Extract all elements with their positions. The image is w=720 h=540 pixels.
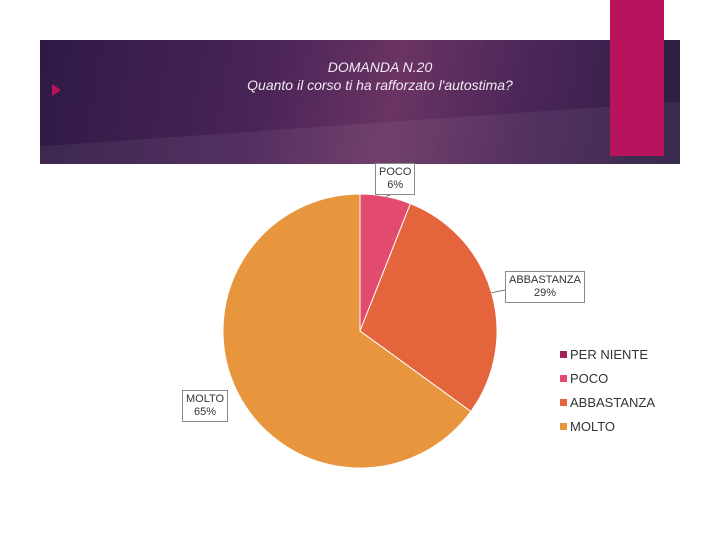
data-label-abbastanza-category: ABBASTANZA — [509, 274, 581, 286]
legend-swatch-molto — [560, 422, 567, 430]
data-label-molto-category: MOLTO — [186, 393, 225, 405]
chart-legend: PER NIENTE POCO ABBASTANZA MOLTO — [560, 342, 655, 438]
data-label-poco: POCO 6% — [375, 163, 416, 195]
title-line-1: DOMANDA N.20 — [327, 59, 433, 75]
legend-label-per-niente: PER NIENTE — [570, 346, 649, 362]
legend-swatch-poco — [560, 374, 567, 382]
pie-slice-molto — [222, 193, 472, 469]
data-label-poco-category: POCO — [379, 166, 412, 178]
legend-swatch-per-niente — [560, 350, 567, 358]
legend-label-abbastanza: ABBASTANZA — [570, 394, 656, 410]
legend-item-molto: MOLTO — [560, 414, 655, 438]
accent-bar — [610, 0, 664, 156]
legend-label-molto: MOLTO — [570, 418, 616, 434]
title-line-2: Quanto il corso ti ha rafforzato l'autos… — [247, 77, 513, 93]
legend-item-poco: POCO — [560, 366, 655, 390]
legend-swatch-abbastanza — [560, 398, 567, 406]
title-banner — [40, 40, 680, 164]
data-label-molto-value: 65% — [194, 406, 217, 418]
data-label-poco-value: 6% — [387, 179, 404, 191]
data-label-molto: MOLTO 65% — [182, 390, 229, 422]
data-label-abbastanza-value: 29% — [533, 287, 556, 299]
arrow-icon — [52, 84, 61, 96]
legend-item-per-niente: PER NIENTE — [560, 342, 655, 366]
leader-line-abbastanza — [491, 289, 506, 294]
data-label-abbastanza: ABBASTANZA 29% — [505, 271, 585, 303]
legend-label-poco: POCO — [570, 370, 609, 386]
legend-item-abbastanza: ABBASTANZA — [560, 390, 655, 414]
chart-title: DOMANDA N.20 Quanto il corso ti ha raffo… — [0, 58, 720, 94]
pie-slice-abbastanza — [359, 202, 498, 413]
leader-line-poco — [385, 194, 391, 197]
